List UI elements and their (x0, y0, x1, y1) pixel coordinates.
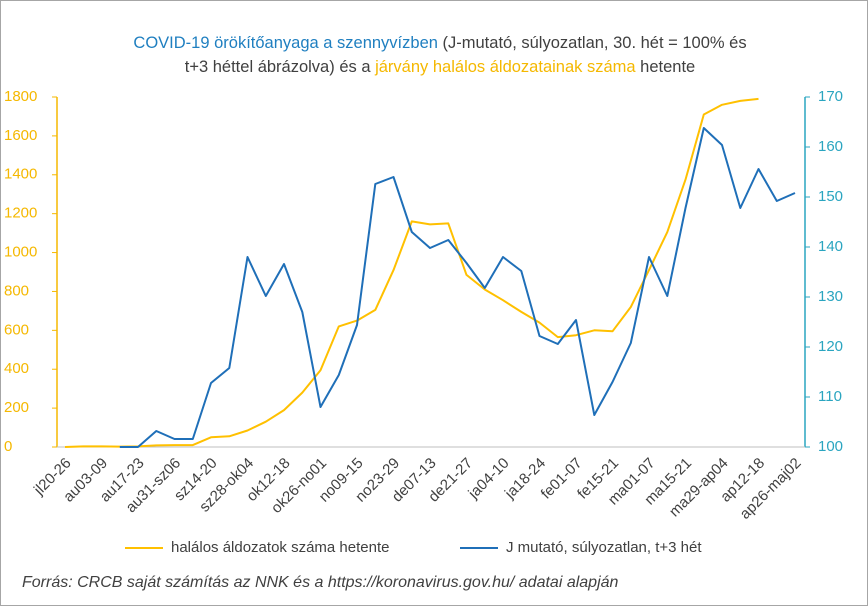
title-part: (J-mutató, súlyozatlan, 30. hét = 100% é… (438, 34, 747, 52)
y2-tick-label: 110 (818, 388, 842, 405)
y-tick-label: 200 (4, 399, 29, 416)
source: Forrás: CRCB saját számítás az NNK és a … (22, 574, 619, 591)
y-tick-label: 1800 (4, 88, 37, 105)
title-part: járvány halálos áldozatainak száma (374, 58, 636, 76)
y-tick-label: 1400 (4, 166, 37, 183)
y2-tick-label: 100 (818, 438, 843, 455)
title-part: hetente (636, 58, 696, 76)
y-tick-label: 1200 (4, 205, 37, 222)
y-tick-label: 400 (4, 360, 29, 377)
series-line (119, 127, 796, 448)
title-part: t+3 héttel ábrázolva) és a (185, 58, 375, 76)
chart-title: COVID-19 örökítőanyaga a szennyvízben (J… (133, 34, 746, 52)
y-tick-label: 800 (4, 282, 29, 299)
y2-tick-label: 130 (818, 288, 843, 305)
y2-tick-label: 170 (818, 88, 843, 105)
y-tick-label: 0 (4, 438, 12, 455)
y2-tick-label: 160 (818, 138, 843, 155)
legend-label: halálos áldozatok száma hetente (171, 539, 389, 556)
y-tick-label: 1000 (4, 244, 37, 261)
chart-title: t+3 héttel ábrázolva) és a járvány halál… (185, 58, 695, 76)
y-tick-label: 600 (4, 321, 29, 338)
y2-tick-label: 140 (818, 238, 843, 255)
legend-label: J mutató, súlyozatlan, t+3 hét (506, 539, 702, 556)
y2-tick-label: 150 (818, 188, 843, 205)
y2-tick-label: 120 (818, 338, 843, 355)
y-tick-label: 1600 (4, 127, 37, 144)
title-part: COVID-19 örökítőanyaga a szennyvízben (133, 34, 438, 52)
